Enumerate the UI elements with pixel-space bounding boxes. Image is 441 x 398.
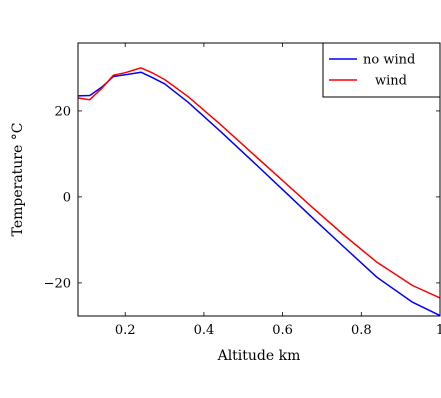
legend-label-wind: wind [375, 74, 407, 89]
x-tick-label: 0.6 [272, 323, 293, 338]
legend-box [322, 42, 441, 98]
ticks-layer: 0.2 0.4 0.6 0.8 1 −20 0 20 [44, 43, 441, 338]
x-tick-label: 1 [436, 323, 441, 338]
y-axis-label: Temperature °C [10, 123, 26, 237]
x-tick-label: 0.4 [194, 323, 215, 338]
series-layer [77, 67, 441, 317]
series-line-wind [77, 67, 441, 299]
x-axis-label: Altitude km [217, 348, 301, 364]
legend: no wind wind [322, 42, 441, 98]
y-tick-label: −20 [44, 276, 71, 291]
y-tick-label: 0 [63, 190, 71, 205]
series-line-no-wind [77, 71, 441, 317]
x-tick-label: 0.8 [351, 323, 372, 338]
legend-label-no-wind: no wind [363, 53, 415, 68]
y-tick-label: 20 [54, 104, 71, 119]
plot-frame [77, 42, 441, 317]
x-tick-label: 0.2 [115, 323, 136, 338]
